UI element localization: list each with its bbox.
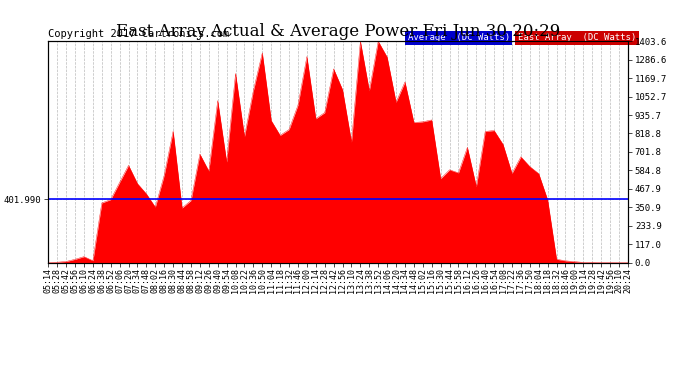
Text: Copyright 2017 Cartronics.com: Copyright 2017 Cartronics.com — [48, 29, 230, 39]
Title: East Array Actual & Average Power Fri Jun 30 20:29: East Array Actual & Average Power Fri Ju… — [116, 23, 560, 40]
Text: Average  (DC Watts): Average (DC Watts) — [408, 33, 510, 42]
Text: East Array  (DC Watts): East Array (DC Watts) — [518, 33, 636, 42]
